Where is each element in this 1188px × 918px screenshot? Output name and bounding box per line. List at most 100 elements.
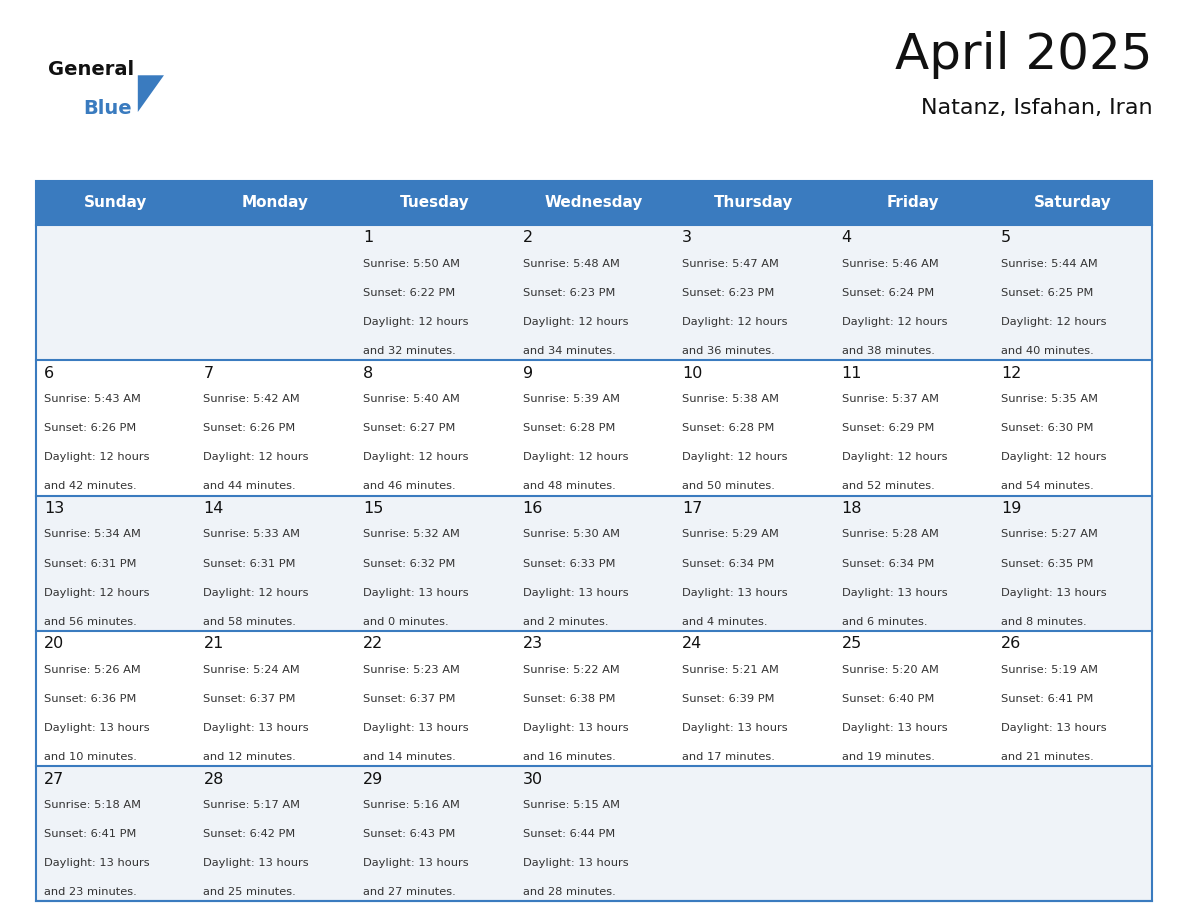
Text: and 40 minutes.: and 40 minutes. <box>1001 346 1094 356</box>
Text: 27: 27 <box>44 772 64 787</box>
Text: Sunrise: 5:46 AM: Sunrise: 5:46 AM <box>841 259 939 269</box>
Text: 22: 22 <box>364 636 384 652</box>
Text: Sunset: 6:25 PM: Sunset: 6:25 PM <box>1001 288 1093 298</box>
Text: Sunset: 6:23 PM: Sunset: 6:23 PM <box>523 288 615 298</box>
Text: and 16 minutes.: and 16 minutes. <box>523 752 615 762</box>
Text: Sunrise: 5:33 AM: Sunrise: 5:33 AM <box>203 530 301 540</box>
Text: Sunset: 6:41 PM: Sunset: 6:41 PM <box>1001 694 1093 704</box>
Text: Sunrise: 5:17 AM: Sunrise: 5:17 AM <box>203 800 301 810</box>
Text: Friday: Friday <box>886 196 940 210</box>
Text: 14: 14 <box>203 501 223 516</box>
Text: Sunrise: 5:15 AM: Sunrise: 5:15 AM <box>523 800 620 810</box>
Text: Sunrise: 5:39 AM: Sunrise: 5:39 AM <box>523 394 620 404</box>
Text: Daylight: 12 hours: Daylight: 12 hours <box>1001 317 1107 327</box>
Text: and 46 minutes.: and 46 minutes. <box>364 481 456 491</box>
Text: 5: 5 <box>1001 230 1011 245</box>
Text: 2: 2 <box>523 230 532 245</box>
Text: Sunset: 6:26 PM: Sunset: 6:26 PM <box>44 423 137 433</box>
Text: Daylight: 12 hours: Daylight: 12 hours <box>44 588 150 598</box>
Text: Daylight: 12 hours: Daylight: 12 hours <box>364 317 468 327</box>
Text: Daylight: 13 hours: Daylight: 13 hours <box>203 723 309 733</box>
Bar <box>993 181 1152 225</box>
Bar <box>36 225 1152 360</box>
Text: and 12 minutes.: and 12 minutes. <box>203 752 296 762</box>
Text: 8: 8 <box>364 365 373 381</box>
Text: Sunset: 6:29 PM: Sunset: 6:29 PM <box>841 423 934 433</box>
Text: 6: 6 <box>44 365 55 381</box>
Text: Daylight: 12 hours: Daylight: 12 hours <box>364 453 468 463</box>
Text: 12: 12 <box>1001 365 1022 381</box>
Text: Sunrise: 5:34 AM: Sunrise: 5:34 AM <box>44 530 141 540</box>
Text: Daylight: 12 hours: Daylight: 12 hours <box>44 453 150 463</box>
Text: 20: 20 <box>44 636 64 652</box>
Text: Sunset: 6:34 PM: Sunset: 6:34 PM <box>682 558 775 568</box>
Text: 1: 1 <box>364 230 373 245</box>
Text: 9: 9 <box>523 365 532 381</box>
Text: April 2025: April 2025 <box>895 31 1152 79</box>
Text: Sunrise: 5:24 AM: Sunrise: 5:24 AM <box>203 665 301 675</box>
Text: Sunset: 6:44 PM: Sunset: 6:44 PM <box>523 829 615 839</box>
Bar <box>36 360 1152 496</box>
Text: and 38 minutes.: and 38 minutes. <box>841 346 935 356</box>
Bar <box>195 181 355 225</box>
Text: Daylight: 13 hours: Daylight: 13 hours <box>523 723 628 733</box>
Bar <box>833 181 993 225</box>
Text: Sunset: 6:28 PM: Sunset: 6:28 PM <box>523 423 615 433</box>
Text: Daylight: 13 hours: Daylight: 13 hours <box>523 858 628 868</box>
Text: Sunrise: 5:26 AM: Sunrise: 5:26 AM <box>44 665 140 675</box>
Text: Natanz, Isfahan, Iran: Natanz, Isfahan, Iran <box>921 98 1152 118</box>
Text: and 50 minutes.: and 50 minutes. <box>682 481 775 491</box>
Bar <box>514 181 674 225</box>
Text: and 28 minutes.: and 28 minutes. <box>523 888 615 898</box>
Text: and 42 minutes.: and 42 minutes. <box>44 481 137 491</box>
Text: Sunset: 6:33 PM: Sunset: 6:33 PM <box>523 558 615 568</box>
Text: 17: 17 <box>682 501 702 516</box>
Text: 18: 18 <box>841 501 862 516</box>
Text: Daylight: 13 hours: Daylight: 13 hours <box>364 588 468 598</box>
Text: Sunset: 6:37 PM: Sunset: 6:37 PM <box>203 694 296 704</box>
Text: Saturday: Saturday <box>1034 196 1112 210</box>
Text: and 27 minutes.: and 27 minutes. <box>364 888 456 898</box>
Text: Sunset: 6:26 PM: Sunset: 6:26 PM <box>203 423 296 433</box>
Text: Sunset: 6:32 PM: Sunset: 6:32 PM <box>364 558 455 568</box>
Bar <box>36 767 1152 901</box>
Text: 10: 10 <box>682 365 702 381</box>
Text: and 36 minutes.: and 36 minutes. <box>682 346 775 356</box>
Text: Sunset: 6:30 PM: Sunset: 6:30 PM <box>1001 423 1094 433</box>
Text: Daylight: 12 hours: Daylight: 12 hours <box>523 317 628 327</box>
Text: and 52 minutes.: and 52 minutes. <box>841 481 935 491</box>
Text: and 34 minutes.: and 34 minutes. <box>523 346 615 356</box>
Text: Sunrise: 5:16 AM: Sunrise: 5:16 AM <box>364 800 460 810</box>
Text: Daylight: 12 hours: Daylight: 12 hours <box>523 453 628 463</box>
Text: Sunset: 6:31 PM: Sunset: 6:31 PM <box>44 558 137 568</box>
Text: Sunrise: 5:35 AM: Sunrise: 5:35 AM <box>1001 394 1098 404</box>
Text: and 54 minutes.: and 54 minutes. <box>1001 481 1094 491</box>
Text: Daylight: 13 hours: Daylight: 13 hours <box>203 858 309 868</box>
Text: 30: 30 <box>523 772 543 787</box>
Text: Sunset: 6:34 PM: Sunset: 6:34 PM <box>841 558 934 568</box>
Text: and 17 minutes.: and 17 minutes. <box>682 752 775 762</box>
Text: 23: 23 <box>523 636 543 652</box>
Text: and 4 minutes.: and 4 minutes. <box>682 617 767 627</box>
Text: Sunrise: 5:21 AM: Sunrise: 5:21 AM <box>682 665 779 675</box>
Text: Daylight: 12 hours: Daylight: 12 hours <box>682 453 788 463</box>
Text: Sunrise: 5:43 AM: Sunrise: 5:43 AM <box>44 394 141 404</box>
Text: Sunrise: 5:47 AM: Sunrise: 5:47 AM <box>682 259 779 269</box>
Text: Daylight: 13 hours: Daylight: 13 hours <box>682 588 788 598</box>
Text: and 10 minutes.: and 10 minutes. <box>44 752 137 762</box>
Bar <box>674 181 833 225</box>
Text: Monday: Monday <box>241 196 309 210</box>
Text: 13: 13 <box>44 501 64 516</box>
Text: Sunrise: 5:48 AM: Sunrise: 5:48 AM <box>523 259 619 269</box>
Text: and 21 minutes.: and 21 minutes. <box>1001 752 1094 762</box>
Text: Wednesday: Wednesday <box>545 196 643 210</box>
Text: Sunrise: 5:44 AM: Sunrise: 5:44 AM <box>1001 259 1098 269</box>
Text: Sunset: 6:37 PM: Sunset: 6:37 PM <box>364 694 455 704</box>
Text: Sunset: 6:35 PM: Sunset: 6:35 PM <box>1001 558 1094 568</box>
Text: Daylight: 12 hours: Daylight: 12 hours <box>841 453 947 463</box>
Text: Sunrise: 5:20 AM: Sunrise: 5:20 AM <box>841 665 939 675</box>
Bar <box>355 181 514 225</box>
Text: Sunset: 6:28 PM: Sunset: 6:28 PM <box>682 423 775 433</box>
Text: Sunset: 6:31 PM: Sunset: 6:31 PM <box>203 558 296 568</box>
Text: Sunrise: 5:37 AM: Sunrise: 5:37 AM <box>841 394 939 404</box>
